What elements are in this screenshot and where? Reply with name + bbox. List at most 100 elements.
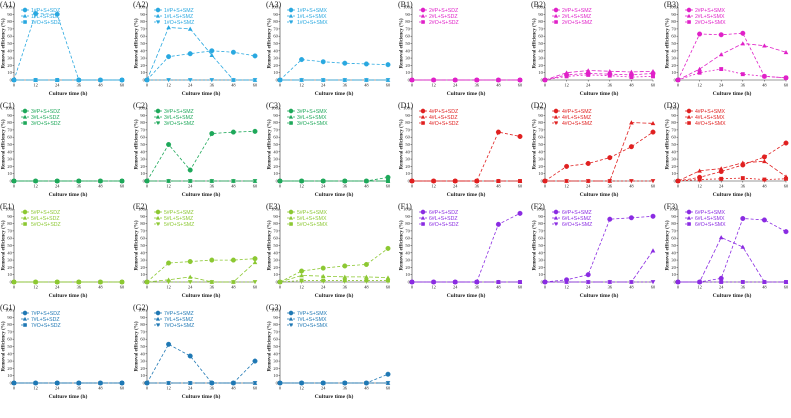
legend-marker xyxy=(553,209,559,215)
data-point xyxy=(385,275,391,280)
x-tick-label: 0 xyxy=(411,83,414,88)
series-line xyxy=(544,70,654,81)
x-tick-label: 0 xyxy=(146,386,149,391)
legend-entry: 1#L+S+SDZ xyxy=(31,14,60,20)
y-tick-label: 80 xyxy=(671,221,676,226)
data-point xyxy=(231,78,236,83)
x-tick-label: 0 xyxy=(279,386,282,391)
x-tick-label: 0 xyxy=(544,184,547,189)
x-tick-label: 36 xyxy=(210,285,215,290)
legend-entry: 5#P+S+SMX xyxy=(297,210,328,216)
data-point xyxy=(607,155,613,161)
y-tick-label: 90 xyxy=(7,12,12,17)
y-tick-label: 0 xyxy=(10,78,13,83)
y-tick-label: 80 xyxy=(671,120,676,125)
data-point xyxy=(585,160,591,166)
data-point xyxy=(144,280,150,285)
y-tick-label: 30 xyxy=(671,258,676,263)
x-tick-label: 0 xyxy=(411,184,414,189)
data-point xyxy=(719,176,724,181)
data-point xyxy=(144,381,150,386)
y-tick-label: 90 xyxy=(7,113,12,118)
legend-marker xyxy=(554,20,558,24)
data-point xyxy=(762,177,767,182)
legend-entry: 1#O+S+SMZ xyxy=(164,20,194,26)
y-tick-label: 60 xyxy=(140,337,145,342)
y-tick-label: 10 xyxy=(405,171,410,176)
y-tick-label: 70 xyxy=(7,228,12,233)
y-tick-label: 90 xyxy=(538,113,543,118)
legend-entry: 6#O+S+SDZ xyxy=(429,222,459,228)
legend-entry: 1#P+S+SMZ xyxy=(164,8,194,14)
x-tick-label: 36 xyxy=(343,386,348,391)
y-tick-label: 90 xyxy=(405,113,410,118)
data-point xyxy=(607,179,613,184)
data-point xyxy=(76,78,81,82)
legend-entry: 5#L+S+SMZ xyxy=(164,216,193,222)
x-tick-label: 0 xyxy=(13,285,16,290)
y-tick-label: 60 xyxy=(7,236,12,241)
x-tick-label: 24 xyxy=(55,386,60,391)
legend-marker xyxy=(288,215,294,220)
data-point xyxy=(607,68,613,74)
data-point xyxy=(585,179,591,184)
panel-label: (E2) xyxy=(133,202,148,211)
chart-e2: (E2) 0 10 20 30 40 50 60 70 80 90 100 0 12 24 36 48 60 Cul… xyxy=(133,202,258,299)
legend-entry: 7#L+S+SMX xyxy=(297,317,327,323)
panel-label: (C2) xyxy=(133,101,148,110)
y-tick-label: 60 xyxy=(7,135,12,140)
x-tick-label: 36 xyxy=(741,83,746,88)
chart-g3: (G3) 0 10 20 30 40 50 60 70 80 90 100 0 12 24 36 48 60 Cul… xyxy=(266,303,391,400)
panel-label: (E1) xyxy=(0,202,15,211)
data-point xyxy=(187,381,193,386)
legend-entry: 7#L+S+SMZ xyxy=(164,317,193,323)
panel-label: (G3) xyxy=(266,303,281,312)
data-point xyxy=(495,129,501,135)
y-tick-label: 20 xyxy=(140,63,145,68)
data-point xyxy=(166,54,172,60)
data-point xyxy=(518,78,522,82)
data-point xyxy=(299,78,304,83)
y-tick-label: 20 xyxy=(140,265,145,270)
y-tick-label: 40 xyxy=(7,250,12,255)
data-point xyxy=(187,179,193,184)
x-tick-label: 12 xyxy=(431,184,435,189)
x-tick-label: 60 xyxy=(386,386,391,391)
legend-entry: 6#P+S+SMZ xyxy=(562,210,592,216)
y-tick-label: 70 xyxy=(671,127,676,132)
data-point xyxy=(231,381,236,386)
data-point xyxy=(342,78,348,83)
x-tick-label: 60 xyxy=(120,184,125,189)
y-tick-label: 80 xyxy=(140,120,145,125)
data-point xyxy=(385,381,391,386)
series-line xyxy=(545,122,654,182)
data-point xyxy=(320,381,326,386)
x-tick-label: 24 xyxy=(321,184,326,189)
y-tick-label: 10 xyxy=(140,171,145,176)
x-tick-label: 60 xyxy=(386,184,391,189)
data-point xyxy=(496,280,501,284)
y-axis-label: Removal efficiency (%) xyxy=(400,18,405,68)
legend-entry: 5#O+S+SMX xyxy=(297,222,328,228)
data-point xyxy=(386,278,390,283)
chart-g2: (G2) 0 10 20 30 40 50 60 70 80 90 100 0 12 24 36 48 60 Cul… xyxy=(133,303,258,400)
legend-entry: 1#P+S+SMX xyxy=(297,8,328,14)
legend-entry: 4#O+S+SDZ xyxy=(429,121,459,127)
legend-entry: 3#L+S+SDZ xyxy=(31,115,60,121)
y-tick-label: 20 xyxy=(405,63,410,68)
legend-marker xyxy=(553,108,559,114)
x-tick-label: 24 xyxy=(321,386,326,391)
x-tick-label: 48 xyxy=(762,184,767,189)
series-line xyxy=(544,73,654,81)
panel-c1: (C1) 0 10 20 30 40 50 60 70 80 90 100 0 12 24 36 48 60 Cul… xyxy=(0,101,126,199)
chart-f3: (F3) 0 10 20 30 40 50 60 70 80 90 100 0 12 24 36 48 60 Cul… xyxy=(664,202,789,299)
y-tick-label: 40 xyxy=(140,250,145,255)
y-tick-label: 30 xyxy=(140,258,145,263)
data-point xyxy=(55,179,60,183)
x-tick-label: 60 xyxy=(386,83,391,88)
y-tick-label: 20 xyxy=(405,265,410,270)
x-tick-label: 48 xyxy=(231,184,236,189)
y-tick-label: 60 xyxy=(273,34,278,39)
y-tick-label: 100 xyxy=(138,5,145,10)
data-point xyxy=(718,235,724,240)
